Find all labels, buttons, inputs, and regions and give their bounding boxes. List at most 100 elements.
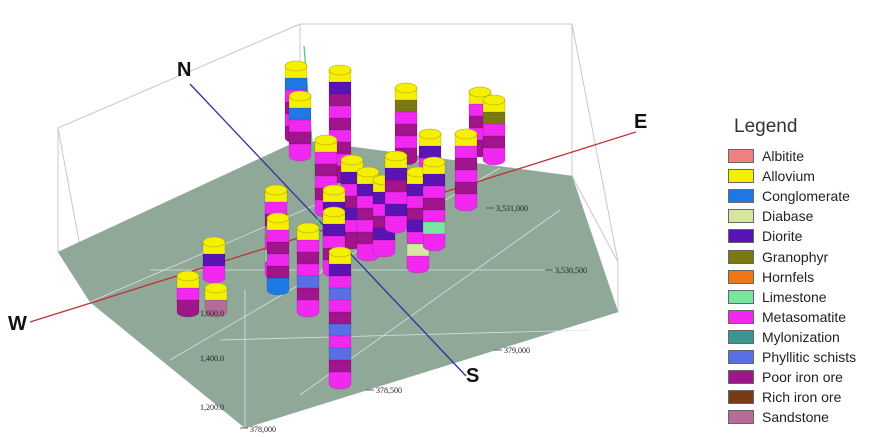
legend-title: Legend xyxy=(734,116,798,137)
borehole-cap xyxy=(454,128,478,140)
east-label: E xyxy=(634,111,647,133)
legend-swatch xyxy=(728,229,754,244)
borehole-layer xyxy=(202,265,226,284)
legend-swatch xyxy=(728,169,754,184)
legend-item: Limestone xyxy=(728,287,885,307)
borehole-cap xyxy=(394,82,418,94)
legend: Legend Albitite Allovium Conglomerate Diaba… xyxy=(728,116,885,427)
borehole-cap xyxy=(340,154,364,166)
legend-label: Phyllitic schists xyxy=(762,348,857,365)
legend-item: Sandstone xyxy=(728,407,885,427)
legend-label: Albitite xyxy=(762,148,805,165)
borehole xyxy=(454,128,478,212)
borehole xyxy=(422,156,446,252)
borehole-cap xyxy=(314,134,338,146)
borehole-cap xyxy=(176,270,200,282)
legend-swatch xyxy=(728,329,754,344)
borehole-layer xyxy=(372,239,396,258)
borehole xyxy=(406,166,430,274)
legend-item: Conglomerate xyxy=(728,186,885,206)
borehole xyxy=(266,212,290,296)
tick-label: 378,500 xyxy=(376,386,402,395)
legend-label: Mylonization xyxy=(762,328,840,345)
legend-item: Mylonization xyxy=(728,327,885,347)
borehole xyxy=(202,236,226,284)
borehole-cap xyxy=(384,150,408,162)
borehole-cap xyxy=(322,184,346,196)
borehole xyxy=(204,282,228,318)
legend-swatch xyxy=(728,189,754,204)
borehole xyxy=(176,270,200,318)
borehole-cap xyxy=(482,94,506,106)
legend-label: Sandstone xyxy=(762,409,829,426)
tick-label: 378,000 xyxy=(250,425,276,434)
borehole-cap xyxy=(264,184,288,196)
borehole-layer xyxy=(176,299,200,318)
legend-item: Diorite xyxy=(728,226,885,246)
legend-item: Diabase xyxy=(728,206,885,226)
legend-label: Conglomerate xyxy=(762,188,850,205)
tick-label: 3,531,000 xyxy=(496,204,528,213)
legend-swatch xyxy=(728,309,754,324)
legend-item: Hornfels xyxy=(728,267,885,287)
north-label: N xyxy=(177,59,191,81)
borehole-cap xyxy=(296,222,320,234)
borehole-layer xyxy=(406,255,430,274)
borehole-layer xyxy=(454,193,478,212)
tick-label: 379,000 xyxy=(504,346,530,355)
borehole-layer xyxy=(328,371,352,390)
legend-label: Rich iron ore xyxy=(762,389,842,406)
borehole-cap xyxy=(284,60,308,72)
legend-swatch xyxy=(728,249,754,264)
legend-items: Albitite Allovium Conglomerate Diabase Diori… xyxy=(728,146,885,427)
tick-label: 1,400.0 xyxy=(200,354,224,363)
legend-label: Hornfels xyxy=(762,268,815,285)
borehole-layer xyxy=(482,147,506,166)
legend-item: Rich iron ore xyxy=(728,387,885,407)
borehole-cap xyxy=(202,236,226,248)
legend-swatch xyxy=(728,410,754,425)
borehole-3d-scene: N E W S 3,531,000 3,530,500 379,000 378,… xyxy=(8,23,647,434)
legend-item: Albitite xyxy=(728,146,885,166)
legend-label: Diorite xyxy=(762,228,803,245)
legend-swatch xyxy=(728,209,754,224)
borehole-cap xyxy=(356,166,380,178)
borehole-cap xyxy=(422,156,446,168)
tick-label: 1,200.0 xyxy=(200,403,224,412)
borehole-cap xyxy=(328,64,352,76)
borehole-cap xyxy=(328,246,352,258)
borehole xyxy=(296,222,320,318)
legend-label: Diabase xyxy=(762,208,814,225)
borehole-layer xyxy=(422,233,446,252)
boreholes xyxy=(176,60,506,390)
borehole xyxy=(394,82,418,166)
borehole xyxy=(314,134,338,218)
borehole-cap xyxy=(418,128,442,140)
legend-label: Granophyr xyxy=(762,248,829,265)
legend-swatch xyxy=(728,289,754,304)
legend-swatch xyxy=(728,390,754,405)
borehole-cap xyxy=(288,90,312,102)
tick-label: 3,530,500 xyxy=(555,266,587,275)
legend-swatch xyxy=(728,370,754,385)
legend-item: Phyllitic schists xyxy=(728,347,885,367)
borehole xyxy=(328,246,352,390)
borehole-cap xyxy=(204,282,228,294)
tick-label: 1,600.0 xyxy=(200,309,224,318)
legend-swatch xyxy=(728,349,754,364)
borehole-cap xyxy=(322,206,346,218)
legend-label: Poor iron ore xyxy=(762,369,843,386)
borehole-layer xyxy=(204,299,228,318)
borehole-layer xyxy=(288,143,312,162)
borehole xyxy=(482,94,506,166)
borehole xyxy=(288,90,312,162)
borehole-layer xyxy=(266,277,290,296)
south-label: S xyxy=(466,365,479,387)
legend-item: Allovium xyxy=(728,166,885,186)
legend-label: Metasomatite xyxy=(762,308,847,325)
legend-item: Granophyr xyxy=(728,246,885,266)
borehole-cap xyxy=(266,212,290,224)
borehole-layer xyxy=(384,215,408,234)
legend-item: Metasomatite xyxy=(728,307,885,327)
legend-item: Poor iron ore xyxy=(728,367,885,387)
